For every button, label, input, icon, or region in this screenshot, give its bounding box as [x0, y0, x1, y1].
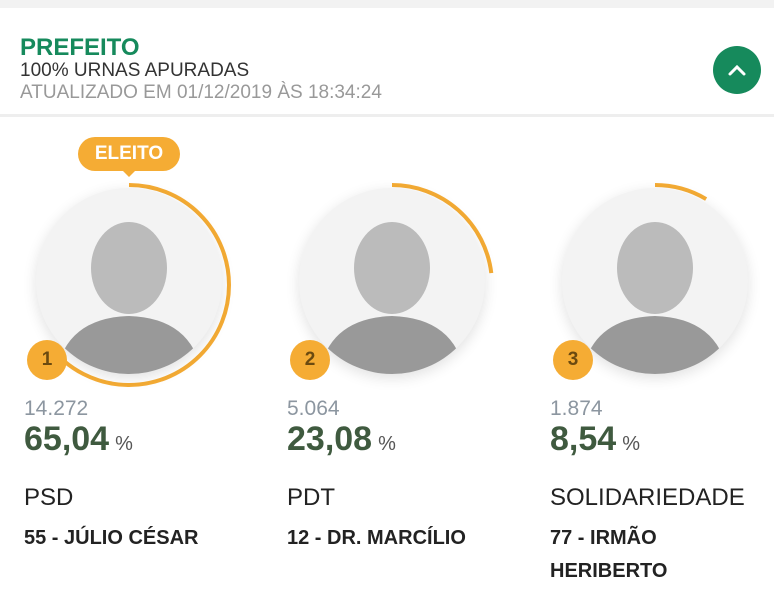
vote-percent-ring: [553, 183, 757, 387]
vote-percent: 8,54%: [550, 420, 640, 459]
vote-percent-ring: [290, 183, 494, 387]
vote-percent: 65,04%: [24, 420, 133, 459]
candidate-photo: [562, 188, 748, 374]
elected-badge: ELEITO: [78, 137, 180, 177]
percent-sign: %: [622, 433, 640, 455]
candidate-name: 77 - IRMÃO HERIBERTO: [550, 527, 668, 582]
rank-badge: 2: [290, 340, 330, 380]
person-silhouette-icon: [56, 222, 202, 374]
percent-arc: [27, 183, 231, 387]
rank-badge: 1: [27, 340, 67, 380]
vote-count: 5.064: [287, 397, 340, 420]
percent-value: 8,54: [550, 420, 617, 458]
percent-value: 65,04: [24, 420, 110, 458]
percent-arc: [290, 183, 494, 387]
candidate-card[interactable]: 2 5.064 23,08% PDT 12 - DR. MARCÍLIO: [287, 120, 547, 590]
top-bar: [0, 0, 774, 8]
collapse-button[interactable]: [713, 46, 761, 94]
party-name: PSD: [24, 484, 74, 511]
candidate-name: 12 - DR. MARCÍLIO: [287, 527, 466, 549]
results-header: PREFEITO 100% URNAS APURADAS ATUALIZADO …: [0, 8, 774, 117]
candidate-photo: [36, 188, 222, 374]
percent-value: 23,08: [287, 420, 373, 458]
candidate-card[interactable]: ELEITO 1 14.272 65,04% PSD 55 - JÚLIO CÉ…: [24, 120, 284, 590]
person-silhouette-icon: [319, 222, 465, 374]
percent-sign: %: [115, 433, 133, 455]
rank-badge: 3: [553, 340, 593, 380]
chevron-up-icon: [728, 64, 746, 76]
urnas-status: 100% URNAS APURADAS: [20, 60, 250, 81]
person-silhouette-icon: [582, 222, 728, 374]
percent-sign: %: [378, 433, 396, 455]
party-name: PDT: [287, 484, 335, 511]
updated-timestamp: ATUALIZADO EM 01/12/2019 ÀS 18:34:24: [20, 82, 382, 103]
vote-percent: 23,08%: [287, 420, 396, 459]
party-name: SOLIDARIEDADE: [550, 484, 745, 511]
office-title: PREFEITO: [20, 34, 140, 61]
candidate-photo: [299, 188, 485, 374]
percent-arc: [553, 183, 757, 387]
candidate-name: 55 - JÚLIO CÉSAR: [24, 527, 199, 549]
candidate-card[interactable]: 3 1.874 8,54% SOLIDARIEDADE 77 - IRMÃO H…: [550, 120, 774, 590]
vote-count: 14.272: [24, 397, 89, 420]
vote-percent-ring: [27, 183, 231, 387]
vote-count: 1.874: [550, 397, 603, 420]
